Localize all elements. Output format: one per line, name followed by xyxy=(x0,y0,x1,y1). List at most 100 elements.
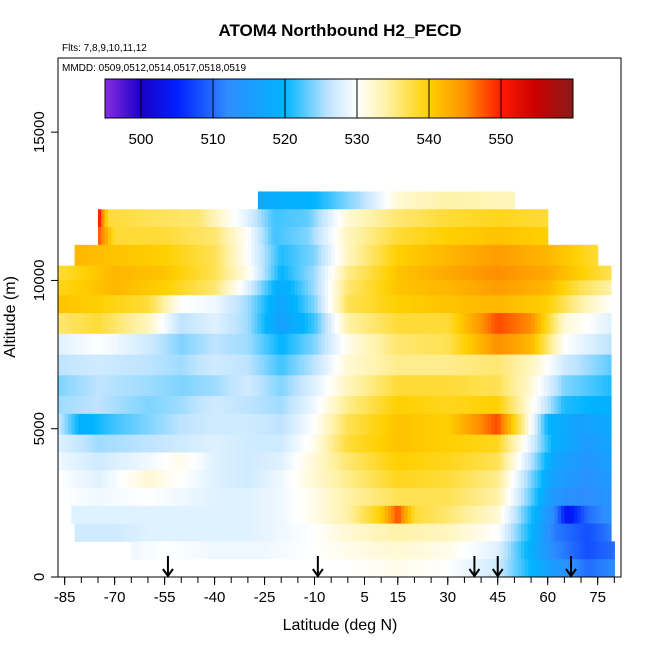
heatmap-cell xyxy=(107,244,112,266)
heatmap-cell xyxy=(351,354,356,376)
heatmap-cell xyxy=(537,265,542,281)
heatmap-cell xyxy=(587,295,592,314)
heatmap-cell xyxy=(417,313,422,335)
heatmap-cell xyxy=(191,541,196,560)
heatmap-cell xyxy=(337,413,342,436)
heatmap-cell xyxy=(507,333,512,355)
heatmap-cell xyxy=(214,244,219,266)
heatmap-cell xyxy=(447,191,452,210)
heatmap-cell xyxy=(217,541,222,560)
plot-frame xyxy=(57,57,622,578)
heatmap-cell xyxy=(511,559,515,577)
heatmap-cell xyxy=(307,313,312,335)
heatmap-cell xyxy=(574,333,579,355)
heatmap-cell xyxy=(81,488,86,507)
heatmap-cell xyxy=(394,434,399,453)
heatmap-cell xyxy=(201,470,206,489)
heatmap-cell xyxy=(541,523,545,542)
heatmap-cell xyxy=(124,488,129,507)
heatmap-cell xyxy=(604,413,609,436)
heatmap-cell xyxy=(254,505,259,525)
heatmap-cell xyxy=(317,191,322,210)
heatmap-cell xyxy=(111,333,116,355)
heatmap-cell xyxy=(141,244,146,266)
heatmap-cell xyxy=(294,413,299,436)
heatmap-cell xyxy=(144,413,149,436)
heatmap-cell xyxy=(287,488,292,507)
heatmap-cell xyxy=(561,333,565,355)
heatmap-cell xyxy=(131,452,136,471)
heatmap-cell xyxy=(604,505,609,525)
heatmap-cell xyxy=(357,227,362,246)
heatmap-cell xyxy=(327,505,332,525)
heatmap-cell xyxy=(521,244,525,266)
heatmap-cell xyxy=(207,265,212,281)
heatmap-cell xyxy=(407,265,412,281)
heatmap-cell xyxy=(107,375,112,397)
heatmap-cell xyxy=(84,505,89,525)
heatmap-cell xyxy=(261,470,266,489)
heatmap-cell xyxy=(261,209,266,228)
heatmap-cell xyxy=(361,488,366,507)
heatmap-cell xyxy=(407,559,412,577)
heatmap-cell xyxy=(534,280,539,296)
heatmap-cell xyxy=(271,295,276,314)
heatmap-cell xyxy=(224,227,229,246)
heatmap-cell xyxy=(124,375,129,397)
heatmap-cell xyxy=(404,333,409,355)
heatmap-cell xyxy=(131,470,136,489)
heatmap-cell xyxy=(314,313,319,335)
heatmap-cell xyxy=(421,209,426,228)
heatmap-cell xyxy=(441,313,446,335)
heatmap-cell xyxy=(201,488,206,507)
heatmap-cell xyxy=(531,209,535,228)
heatmap-cell xyxy=(557,265,562,281)
heatmap-cell xyxy=(87,354,92,376)
heatmap-cell xyxy=(354,488,359,507)
heatmap-cell xyxy=(317,209,322,228)
heatmap-cell xyxy=(304,227,309,246)
heatmap-cell xyxy=(351,191,356,210)
heatmap-cell xyxy=(217,505,222,525)
heatmap-cell xyxy=(604,470,609,489)
heatmap-cell xyxy=(111,295,116,314)
heatmap-cell xyxy=(187,265,192,281)
heatmap-cell xyxy=(244,209,249,228)
heatmap-cell xyxy=(317,505,322,525)
heatmap-cell xyxy=(107,333,112,355)
heatmap-cell xyxy=(587,470,592,489)
heatmap-cell xyxy=(394,295,399,314)
heatmap-cell xyxy=(361,452,366,471)
heatmap-cell xyxy=(414,191,419,210)
heatmap-cell xyxy=(561,541,565,560)
heatmap-cell xyxy=(371,559,376,577)
heatmap-cell xyxy=(101,505,106,525)
heatmap-cell xyxy=(304,505,309,525)
heatmap-cell xyxy=(164,470,169,489)
heatmap-cell xyxy=(591,488,595,507)
heatmap-cell xyxy=(241,541,246,560)
heatmap-cell xyxy=(437,313,442,335)
heatmap-cell xyxy=(237,523,242,542)
heatmap-cell xyxy=(601,333,605,355)
heatmap-cell xyxy=(581,470,585,489)
heatmap-cell xyxy=(151,470,156,489)
heatmap-cell xyxy=(291,452,296,471)
heatmap-cell xyxy=(484,265,489,281)
heatmap-cell xyxy=(81,280,86,296)
heatmap-cell xyxy=(434,354,439,376)
heatmap-cell xyxy=(571,333,575,355)
heatmap-cell xyxy=(464,227,469,246)
heatmap-cell xyxy=(461,523,466,542)
heatmap-cell xyxy=(577,559,582,577)
heatmap-cell xyxy=(534,413,539,436)
heatmap-cell xyxy=(534,470,539,489)
heatmap-cell xyxy=(227,265,232,281)
heatmap-cell xyxy=(454,375,459,397)
heatmap-cell xyxy=(251,523,256,542)
heatmap-cell xyxy=(527,265,532,281)
heatmap-cell xyxy=(477,375,482,397)
heatmap-cell xyxy=(564,541,569,560)
heatmap-cell xyxy=(354,413,359,436)
